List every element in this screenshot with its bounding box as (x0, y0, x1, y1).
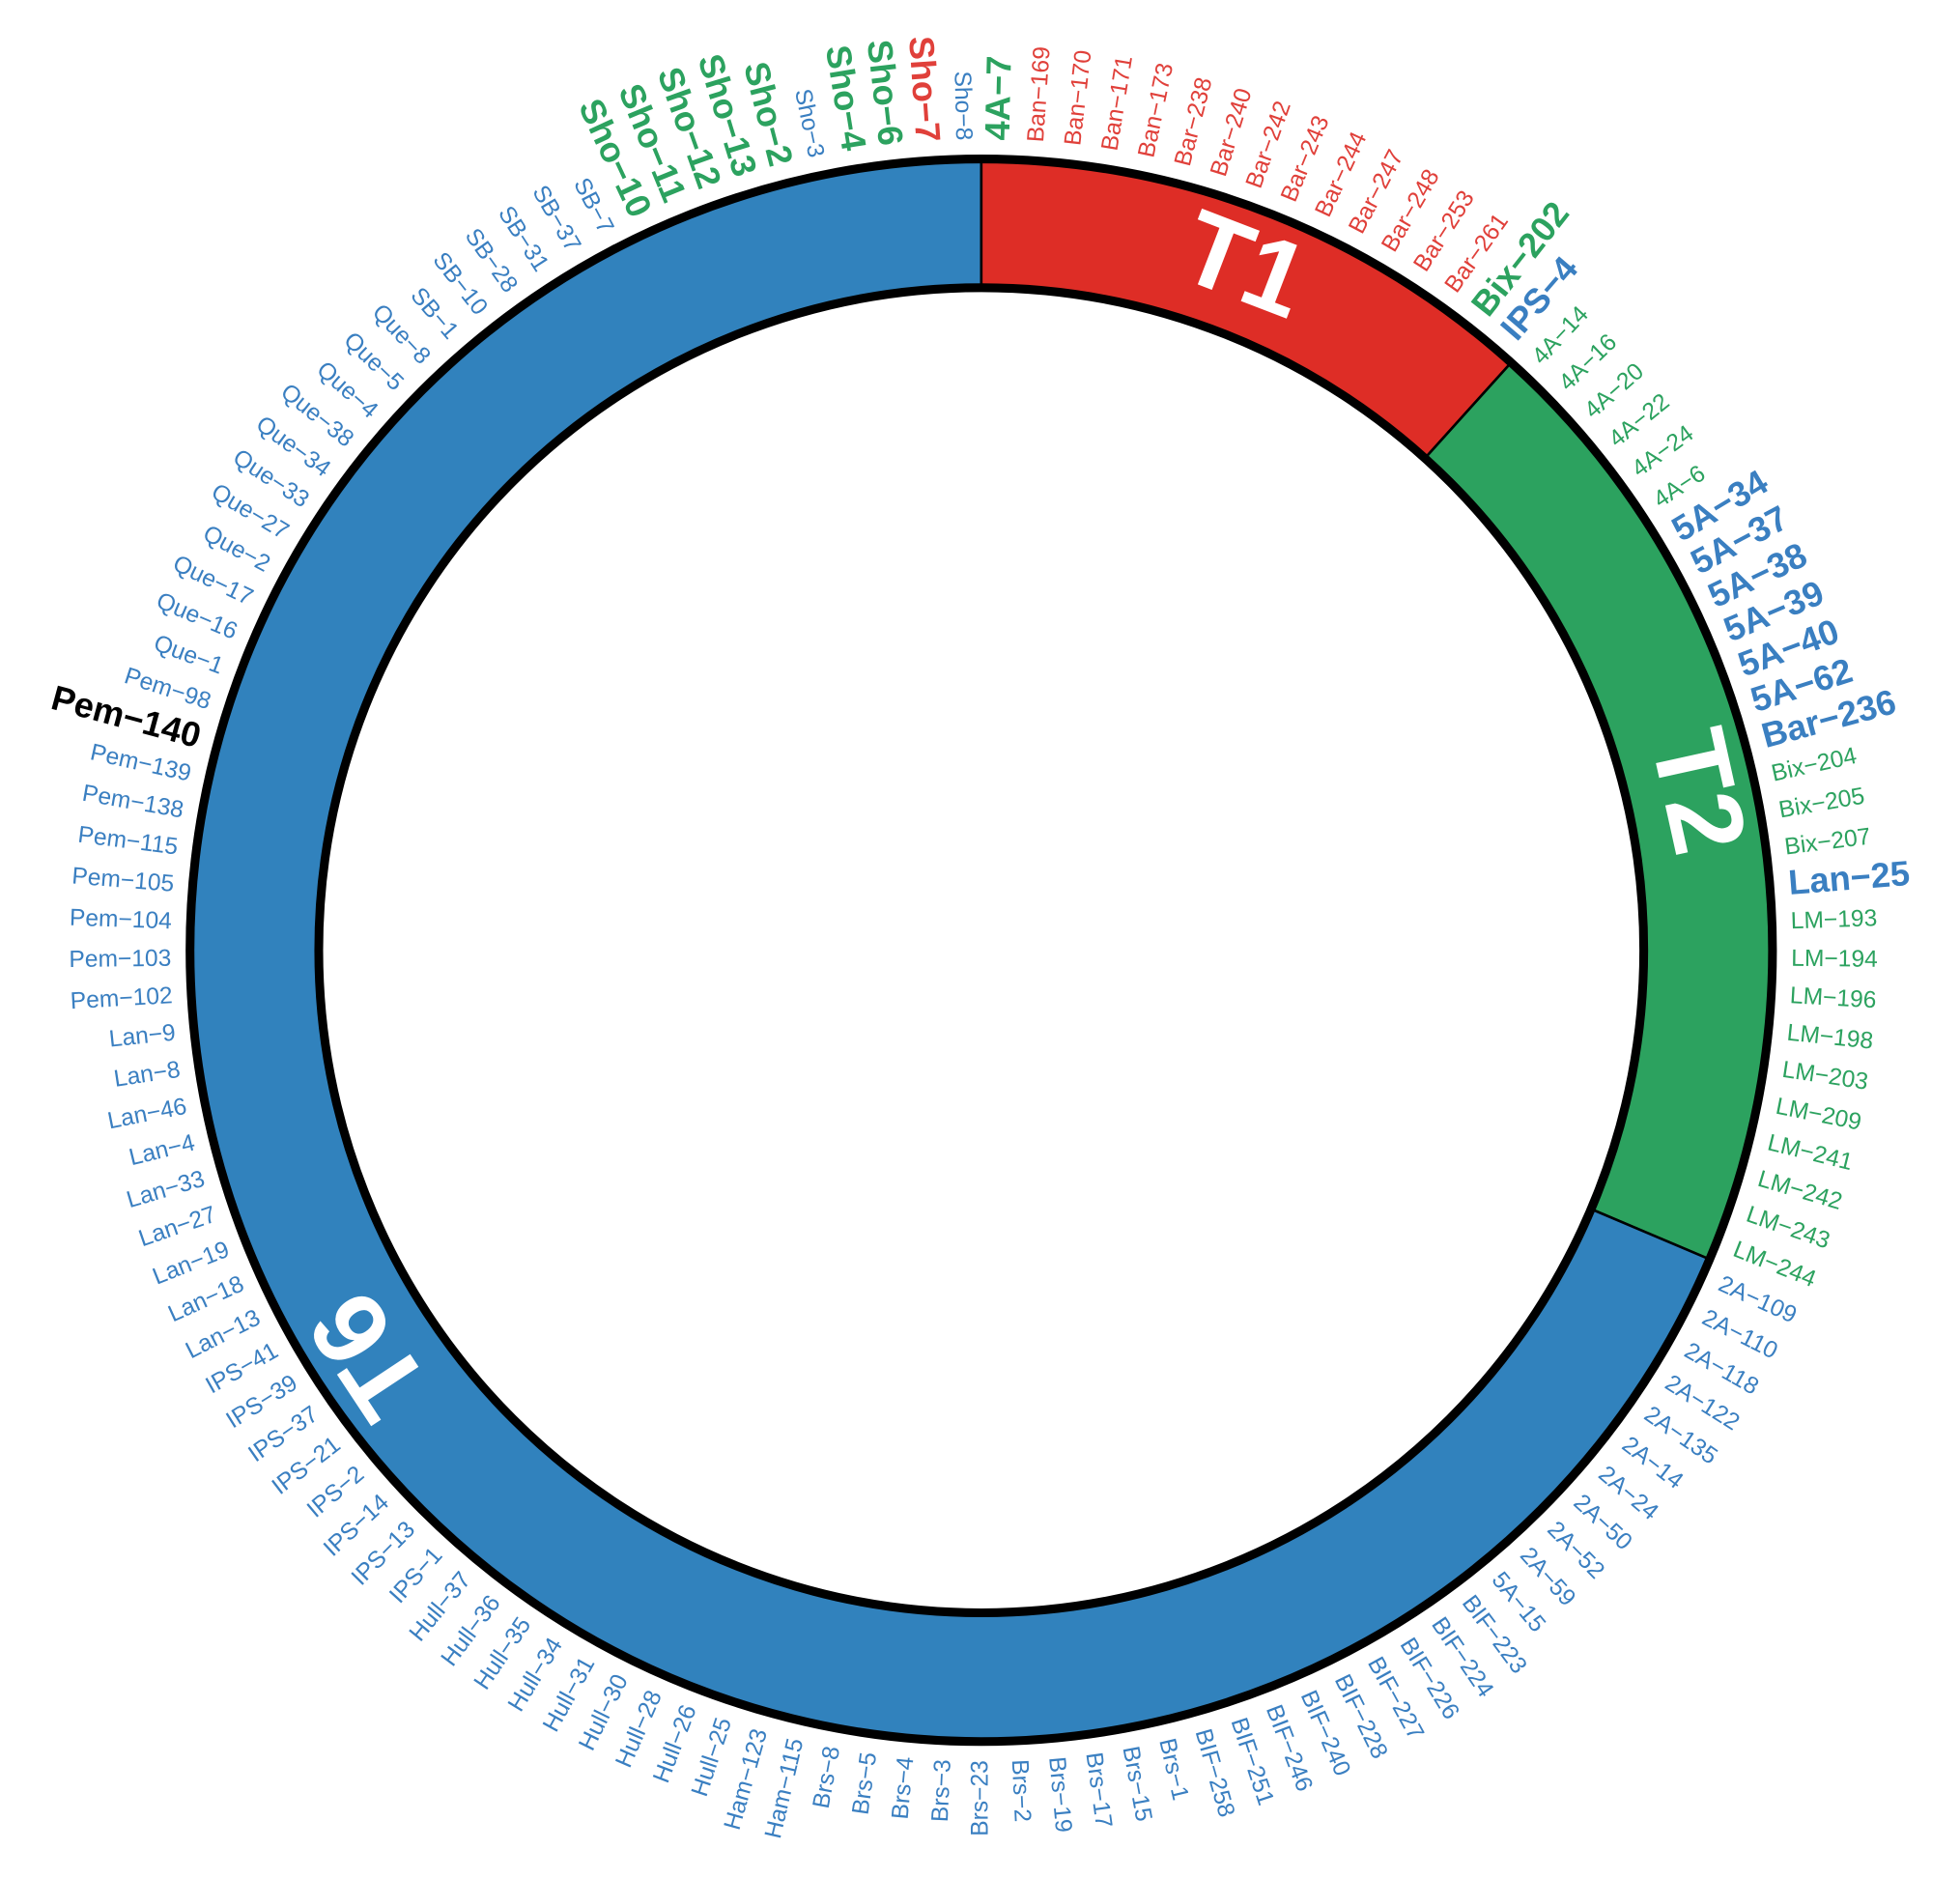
leaf-label: Brs−19 (1043, 1755, 1076, 1834)
leaf-label: Bix−205 (1776, 783, 1866, 824)
leaf-label: Ban−169 (1023, 45, 1056, 143)
leaf-label: Lan−9 (108, 1020, 177, 1053)
leaf-label: Lan−46 (105, 1094, 188, 1135)
leaf-label: Brs−15 (1117, 1744, 1156, 1823)
leaf-label: Pem−102 (70, 982, 173, 1014)
leaf-label: LM−193 (1790, 905, 1877, 934)
leaf-label: LM−196 (1789, 982, 1877, 1013)
leaf-label: LM−198 (1786, 1020, 1875, 1055)
leaf-label: Brs−5 (848, 1750, 883, 1816)
leaf-label: Brs−23 (967, 1760, 993, 1836)
leaf-label: Pem−104 (70, 905, 173, 935)
leaf-label: Ban−173 (1133, 61, 1179, 160)
leaf-label: LM−194 (1791, 946, 1878, 973)
inner-border (314, 283, 1649, 1617)
leaf-label: Ham−115 (760, 1736, 809, 1841)
leaf-label: Pem−138 (80, 781, 185, 824)
leaf-label: LM−203 (1780, 1057, 1870, 1096)
leaf-label: Ban−170 (1060, 49, 1096, 148)
leaf-label: Lan−8 (112, 1057, 182, 1093)
leaf-label: LM−241 (1765, 1130, 1855, 1177)
leaf-label: Lan−25 (1787, 853, 1912, 902)
leaf-label: LM−209 (1774, 1094, 1863, 1136)
leaf-label: Pem−115 (76, 822, 180, 861)
leaf-label: Brs−3 (927, 1759, 956, 1823)
leaf-label: Lan−4 (127, 1130, 197, 1172)
leaf-label: Pem−105 (71, 863, 175, 896)
leaf-label: Pem−103 (69, 946, 171, 973)
segment-label: T2 (1628, 719, 1769, 864)
ring (185, 155, 1777, 1747)
leaf-label: Ban−171 (1097, 54, 1138, 153)
leaf-label: Brs−4 (888, 1755, 920, 1820)
leaf-label: Bix−207 (1783, 824, 1872, 861)
leaf-label: 4A−7 (978, 55, 1019, 141)
leaf-label: Brs−2 (1007, 1759, 1036, 1823)
leaf-label: Brs−17 (1080, 1750, 1117, 1830)
leaf-label: Brs−8 (809, 1744, 845, 1810)
leaf-label: Sho−8 (949, 71, 977, 140)
leaf-label: Brs−1 (1153, 1736, 1193, 1803)
outer-border (185, 155, 1777, 1747)
leaf-label: Sho−7 (901, 35, 948, 143)
